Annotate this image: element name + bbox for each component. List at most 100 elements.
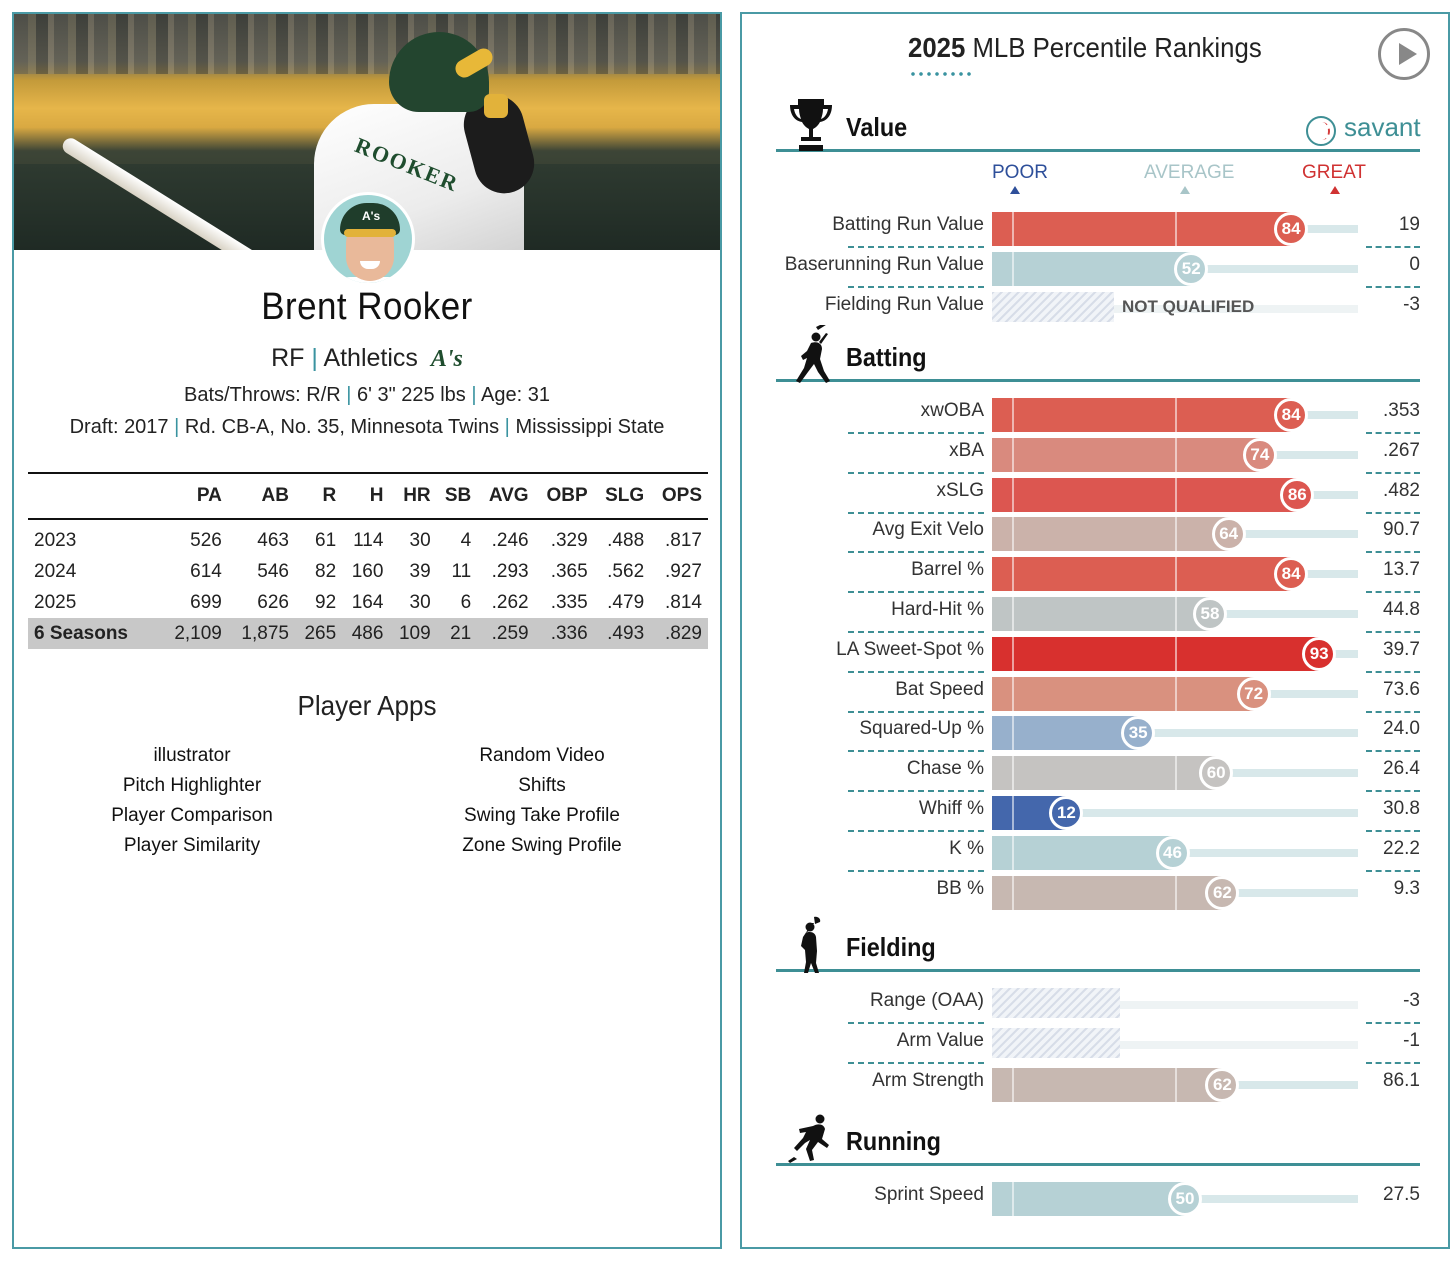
metric-row[interactable]: Sprint Speed 50 27.5: [742, 1182, 1448, 1222]
metric-value: 90.7: [1383, 519, 1420, 541]
stats-header-slg: SLG: [605, 485, 645, 506]
metric-row[interactable]: LA Sweet-Spot % 93 39.7: [742, 636, 1448, 677]
legend-poor-label: POOR: [992, 162, 1048, 183]
metric-row[interactable]: Bat Speed 72 73.6: [742, 676, 1448, 717]
rankings-year[interactable]: 2025: [908, 32, 966, 63]
metric-row[interactable]: Range (OAA) -3: [742, 988, 1448, 1028]
percentile-badge: 74: [1242, 437, 1277, 472]
player-position: RF: [271, 344, 305, 372]
player-app-link[interactable]: Swing Take Profile: [464, 805, 620, 826]
percentile-bar: [992, 517, 1229, 552]
player-position-team: RF | Athletics A's: [271, 344, 463, 372]
stats-cell: 4: [460, 530, 472, 551]
metric-row[interactable]: Whiff % 12 30.8: [742, 796, 1448, 836]
not-qualified-bar: [992, 988, 1120, 1018]
stats-cell: 546: [257, 560, 289, 582]
section-title: Fielding: [846, 932, 936, 962]
college-link[interactable]: Mississippi State: [515, 416, 665, 438]
percentile-badge: 72: [1236, 676, 1271, 711]
metric-label: Hard-Hit %: [891, 599, 984, 620]
stats-cell: .829: [650, 618, 708, 649]
stats-cell: 486: [342, 618, 390, 649]
rankings-title: 2025 MLB Percentile Rankings: [908, 32, 1262, 64]
draft-pick: Rd. CB-A, No. 35,: [184, 416, 345, 438]
metric-label: Baserunning Run Value: [784, 253, 984, 275]
draft-team-link[interactable]: Minnesota Twins: [350, 416, 500, 438]
metric-value: 39.7: [1383, 638, 1420, 660]
player-card: ROOKER A's Brent Rooker RF | Athletics A…: [12, 12, 722, 1249]
metric-row[interactable]: Barrel % 84 13.7: [742, 557, 1448, 597]
player-app-link[interactable]: Random Video: [479, 745, 605, 766]
stats-cell: 699: [190, 591, 222, 613]
metric-row[interactable]: Squared-Up % 35 24.0: [742, 716, 1448, 756]
stats-cell: .479: [607, 591, 645, 613]
player-app-link[interactable]: Zone Swing Profile: [462, 835, 622, 856]
stats-cell: 2024: [34, 560, 77, 582]
metric-label: Arm Value: [896, 1029, 984, 1051]
stats-cell: 109: [389, 618, 437, 649]
percentile-badge: 60: [1199, 756, 1234, 791]
percentile-bar: [992, 636, 1320, 671]
stats-cell: 30: [409, 591, 431, 613]
metric-row[interactable]: xBA 74 .267: [742, 437, 1448, 478]
not-qualified-label: NOT QUALIFIED: [1122, 296, 1255, 316]
metric-value: 24.0: [1383, 718, 1420, 740]
percentile-badge: 52: [1174, 251, 1209, 286]
metric-row[interactable]: Batting Run Value 84 19: [742, 212, 1448, 252]
stats-season-row: 2024 614 546 82 160 39 11 .293 .365 .562 .927: [28, 556, 708, 587]
not-qualified-bar: [992, 1027, 1120, 1058]
metric-row[interactable]: Baserunning Run Value 52 0: [742, 251, 1448, 292]
stats-cell: 6 Seasons: [28, 618, 161, 649]
metric-row[interactable]: Avg Exit Velo 64 90.7: [742, 517, 1448, 557]
metric-row[interactable]: Chase % 60 26.4: [742, 756, 1448, 796]
stats-cell: 6: [460, 591, 472, 613]
player-apps-left-column: illustrator Pitch Highlighter Player Compa…: [42, 744, 342, 864]
percentile-bar: [992, 875, 1223, 910]
player-apps-right-column: Random Video Shifts Swing Take Profile Zone…: [392, 744, 692, 864]
metric-label: xBA: [949, 439, 984, 461]
section-value: Value: [776, 99, 1420, 152]
metric-row[interactable]: xSLG 86 .482: [742, 477, 1448, 518]
stats-cell: 92: [315, 591, 337, 613]
height-weight: 6' 3" 225 lbs: [357, 384, 466, 406]
metric-row[interactable]: BB % 62 9.3: [742, 875, 1448, 916]
legend-average-label: AVERAGE: [1144, 162, 1235, 183]
percentile-bar: [992, 1182, 1185, 1216]
percentile-bar: [992, 676, 1254, 711]
stats-cell: .488: [607, 530, 645, 551]
player-app-link[interactable]: illustrator: [153, 745, 231, 766]
metric-row[interactable]: Hard-Hit % 58 44.8: [742, 597, 1448, 637]
player-name: Brent Rooker: [261, 286, 473, 328]
stats-cell: 2025: [34, 591, 77, 613]
stats-cell: 2,109: [160, 618, 228, 649]
player-app-link[interactable]: Player Similarity: [123, 835, 261, 856]
metric-row[interactable]: xwOBA 84 .353: [742, 398, 1448, 438]
player-app-link[interactable]: Shifts: [518, 775, 566, 796]
savant-logo[interactable]: savant: [1306, 110, 1446, 150]
stats-cell: .927: [665, 560, 702, 582]
metric-row[interactable]: Fielding Run Value NOT QUALIFIED -3: [742, 291, 1448, 332]
player-app-link[interactable]: Player Comparison: [111, 805, 273, 826]
metric-value: 13.7: [1383, 559, 1420, 581]
stats-cell: 61: [315, 530, 337, 551]
metric-label: Chase %: [906, 758, 984, 780]
metric-label: Barrel %: [911, 559, 984, 581]
metric-row[interactable]: K % 46 22.2: [742, 835, 1448, 876]
percentile-badge: 50: [1168, 1182, 1202, 1216]
play-button[interactable]: [1378, 28, 1430, 80]
metric-label: Range (OAA): [869, 990, 984, 1011]
stats-header-r: R: [322, 485, 337, 506]
metric-row[interactable]: Arm Value -1: [742, 1027, 1448, 1068]
stats-cell: 21: [436, 618, 478, 649]
legend-poor: POOR: [992, 162, 1048, 194]
metric-row[interactable]: Arm Strength 62 86.1: [742, 1067, 1448, 1108]
player-app-link[interactable]: Pitch Highlighter: [122, 775, 262, 796]
percentile-bar: [992, 437, 1260, 472]
percentile-badge: 86: [1280, 477, 1315, 512]
player-age: Age: 31: [481, 384, 550, 406]
metric-value: 86.1: [1383, 1069, 1420, 1091]
stats-header-row: PA AB R H HR SB AVG OBP SLG OPS: [28, 473, 708, 519]
section-title: Running: [846, 1126, 941, 1156]
player-team-link[interactable]: Athletics: [323, 344, 418, 372]
year-selector-dots[interactable]: [909, 72, 971, 76]
